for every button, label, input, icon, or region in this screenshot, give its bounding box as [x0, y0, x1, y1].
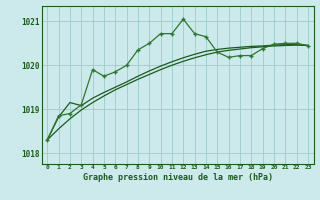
- X-axis label: Graphe pression niveau de la mer (hPa): Graphe pression niveau de la mer (hPa): [83, 173, 273, 182]
